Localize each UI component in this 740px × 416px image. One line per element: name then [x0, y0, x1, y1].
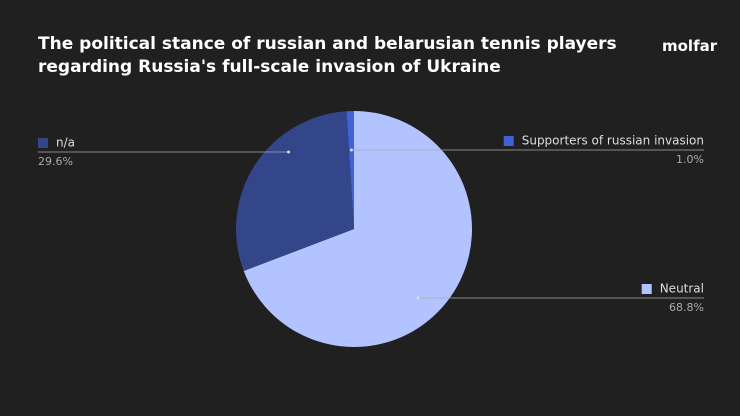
pie-slice [346, 111, 354, 229]
value-label: 1.0% [676, 153, 704, 166]
pie-slice [243, 111, 472, 347]
chart-title: The political stance of russian and bela… [38, 34, 617, 77]
legend-label: n/a [56, 136, 75, 150]
legend-swatch [38, 138, 48, 148]
logo: molfar [662, 37, 718, 55]
leader-dot [349, 148, 353, 152]
legend-label: Supporters of russian invasion [522, 134, 704, 148]
legend-swatch [641, 284, 652, 294]
value-label: 29.6% [38, 155, 73, 168]
legend-swatch [503, 136, 514, 146]
leader-dot [416, 296, 420, 300]
legend-label: Neutral [660, 282, 704, 296]
leader-dot [287, 150, 291, 154]
pie-slice [236, 111, 354, 271]
value-label: 68.8% [669, 301, 704, 314]
